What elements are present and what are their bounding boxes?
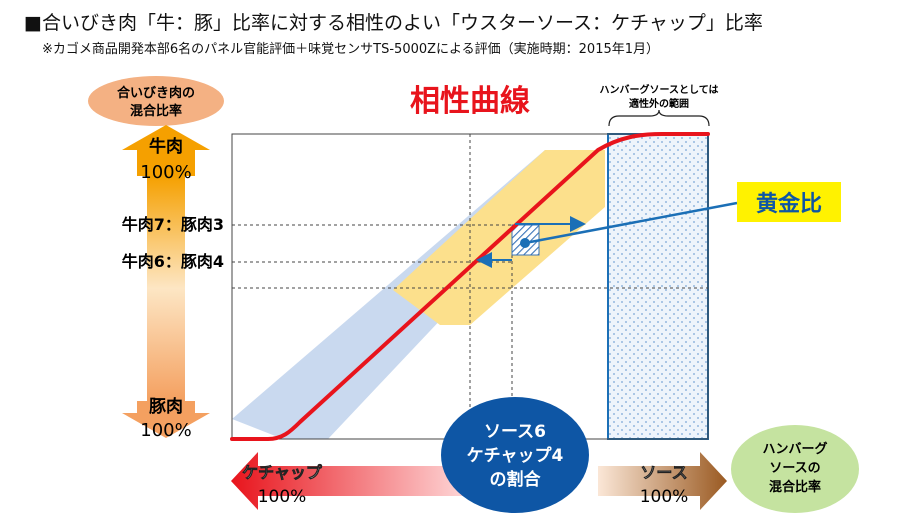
sauce-label: ソース <box>640 463 687 482</box>
beef-percent: 100% <box>140 162 191 183</box>
tick-beef7-pork3: 牛肉7：豚肉3 <box>122 215 224 234</box>
golden-ratio-box <box>737 182 841 222</box>
page-title: ■合いびき肉「牛：豚」比率に対する相性のよい「ウスターソース：ケチャップ」比率 <box>24 12 763 34</box>
compatibility-curve <box>230 132 710 441</box>
center-bubble-line2: ケチャップ4 <box>467 445 564 466</box>
sauce-blend-bubble-line3: 混合比率 <box>769 479 821 495</box>
ketchup-percent: 100% <box>258 487 307 507</box>
meat-ratio-arrow-shaft <box>147 176 185 401</box>
beef-arrow-head <box>122 125 210 176</box>
blend-ratio-bubble <box>88 76 224 126</box>
blend-ratio-bubble-line2: 混合比率 <box>130 103 182 119</box>
sauce-arrow <box>598 452 727 510</box>
sauce-percent: 100% <box>640 487 689 507</box>
curve-title: 相性曲線 <box>410 84 530 119</box>
pork-arrow-head <box>122 401 210 438</box>
out-of-range-bracket <box>608 109 710 127</box>
sauce-blend-bubble-line2: ソースの <box>769 461 820 476</box>
out-of-range-region <box>607 133 709 440</box>
golden-ratio-dot <box>520 238 530 248</box>
out-of-range-note-line2: 適性外の範囲 <box>629 97 689 110</box>
golden-ratio-pointer <box>524 201 738 245</box>
evaluation-note: ※カゴメ商品開発本部6名のパネル官能評価＋味覚センサTS-5000Zによる評価（… <box>42 42 660 57</box>
sauce-blend-bubble <box>731 425 859 513</box>
center-bubble-line3: の割合 <box>490 469 542 490</box>
center-ratio-bubble <box>441 397 589 513</box>
tick-beef6-pork4: 牛肉6：豚肉4 <box>122 252 224 271</box>
sauce-blend-bubble-line1: ハンバーグ <box>762 441 827 457</box>
pork-percent: 100% <box>140 420 191 441</box>
center-bubble-line1: ソース6 <box>484 422 546 442</box>
beef-label: 牛肉 <box>149 136 183 157</box>
golden-ratio-label: 黄金比 <box>756 191 822 217</box>
blend-ratio-bubble-line1: 合いびき肉の <box>117 85 195 101</box>
ketchup-arrow <box>231 452 480 510</box>
pork-label: 豚肉 <box>149 396 183 417</box>
out-of-range-note-line1: ハンバーグソースとしては <box>600 83 719 96</box>
ketchup-label: ケチャップ <box>242 463 323 482</box>
